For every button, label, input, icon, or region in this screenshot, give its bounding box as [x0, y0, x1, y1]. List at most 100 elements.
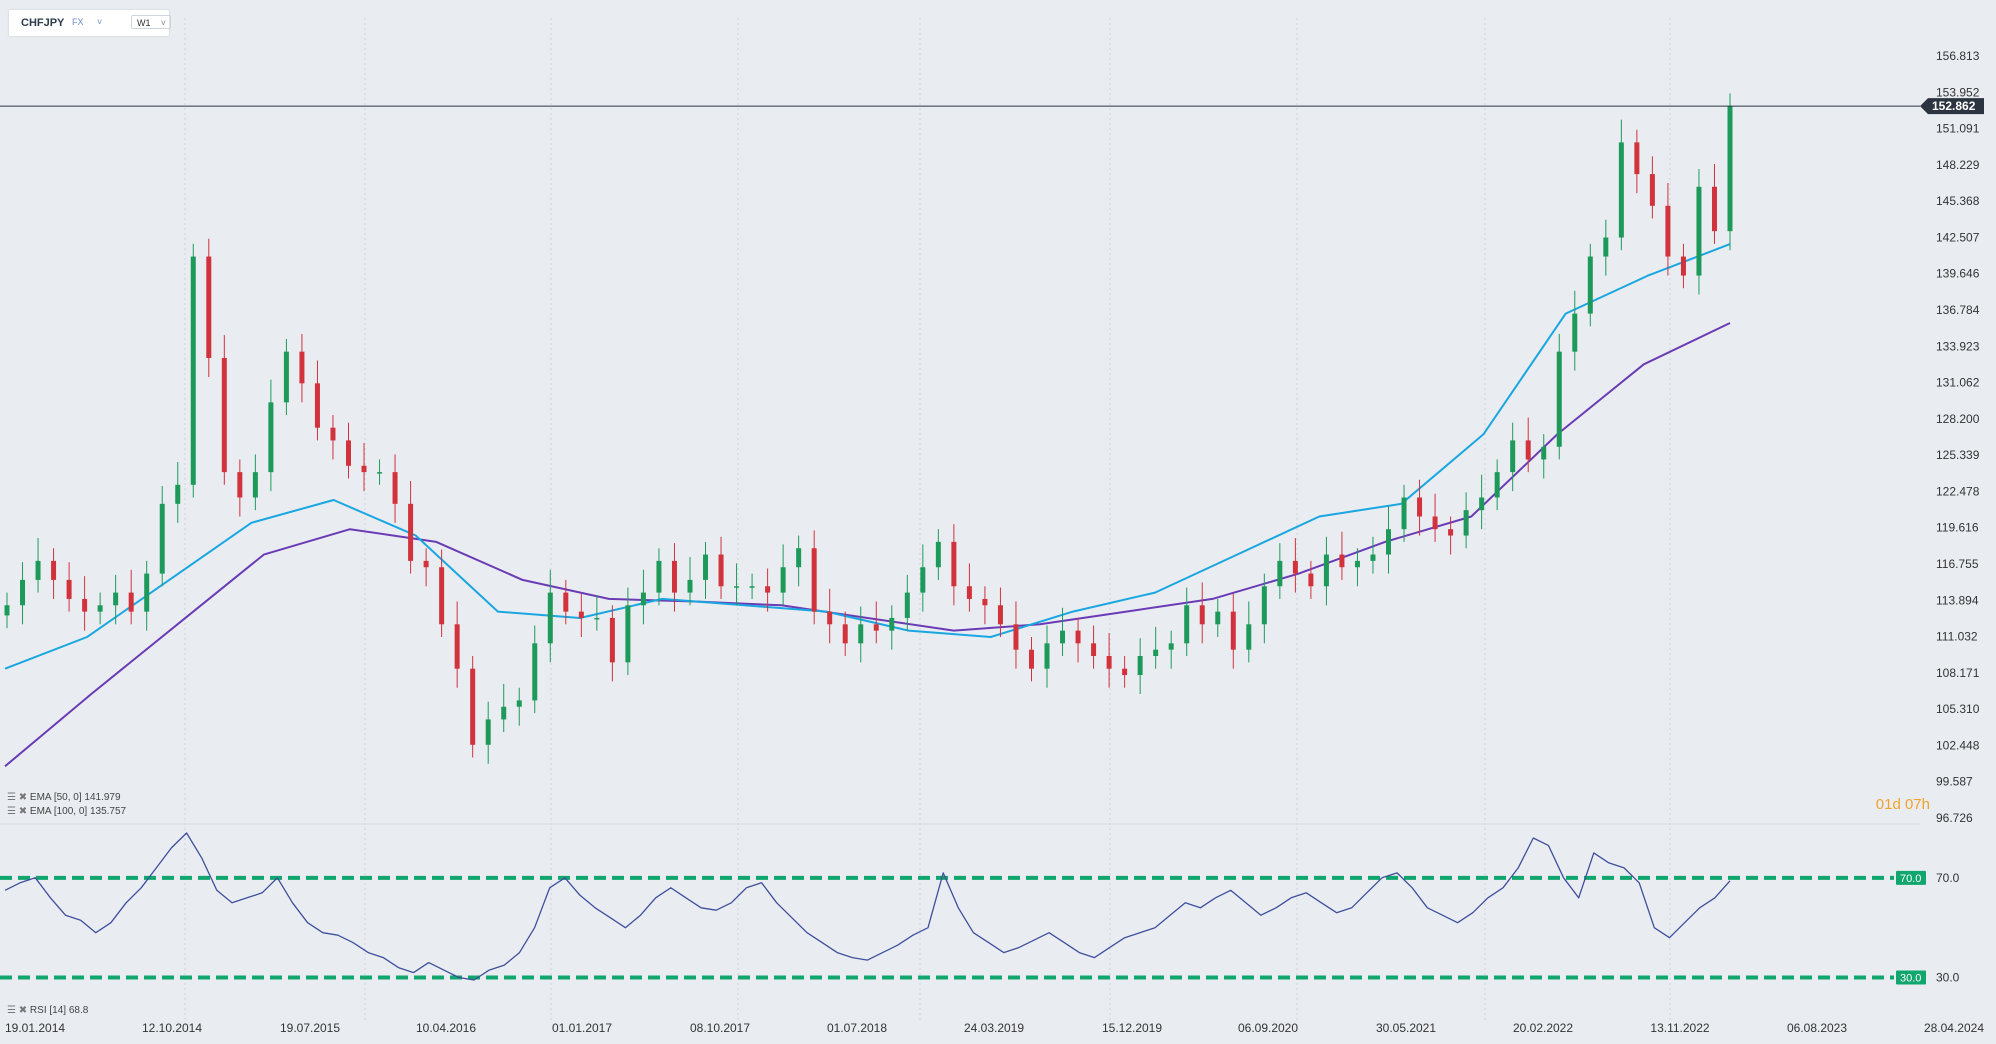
- candle-body: [4, 605, 10, 616]
- price-tick-label: 151.091: [1936, 122, 1980, 136]
- candle-body: [811, 548, 817, 612]
- candle-body: [1199, 605, 1205, 625]
- candle: [1556, 333, 1562, 460]
- price-tick-label: 133.923: [1936, 339, 1980, 353]
- candle-body: [1091, 643, 1097, 657]
- candle-body: [1463, 510, 1469, 536]
- candle: [423, 548, 429, 587]
- price-tick-label: 108.171: [1936, 666, 1980, 680]
- candle-body: [206, 256, 212, 358]
- candle: [330, 415, 336, 460]
- candle-body: [1634, 142, 1640, 175]
- rsi-legend[interactable]: ☰ ✖ RSI [14] 68.8: [7, 1005, 88, 1016]
- settings-icon[interactable]: ☰: [7, 792, 16, 803]
- candle: [1199, 582, 1205, 644]
- candle: [1215, 598, 1221, 637]
- price-tick-label: 102.448: [1936, 738, 1980, 752]
- candle-body: [935, 541, 941, 568]
- price-tick-label: 111.032: [1936, 630, 1978, 644]
- candle-body: [159, 503, 165, 574]
- timeframe-select[interactable]: W1 ˅: [131, 15, 171, 29]
- candle-body: [237, 472, 243, 498]
- candle: [1168, 630, 1174, 669]
- candle: [1525, 417, 1531, 473]
- candle: [1448, 516, 1454, 555]
- ema100-legend[interactable]: ☰ ✖ EMA [100, 0] 135.757: [7, 806, 126, 817]
- candle-body: [1494, 472, 1500, 498]
- price-tick-label: 99.587: [1936, 775, 1973, 789]
- price-tick-label: 125.339: [1936, 448, 1980, 462]
- ema50-series: [4, 243, 1731, 670]
- price-tick-label: 156.813: [1936, 49, 1980, 63]
- candle-body: [734, 586, 740, 588]
- candle-body: [190, 256, 196, 485]
- candle-body: [1696, 186, 1702, 276]
- candle: [454, 601, 460, 688]
- candle-body: [1541, 446, 1547, 460]
- candle-body: [501, 706, 507, 720]
- candle-body: [1370, 554, 1376, 561]
- candle-body: [765, 586, 771, 593]
- ema100-line: [4, 322, 1731, 768]
- candle: [1230, 593, 1236, 669]
- candle-body: [920, 567, 926, 593]
- candle: [1075, 617, 1081, 663]
- symbol-label[interactable]: CHFJPY: [21, 17, 65, 29]
- candle: [35, 538, 41, 593]
- candle-body: [314, 383, 320, 428]
- candle: [765, 568, 771, 612]
- candle-body: [594, 617, 600, 620]
- candle: [1510, 422, 1516, 492]
- rsi-line: [4, 832, 1731, 981]
- settings-icon[interactable]: ☰: [7, 806, 16, 817]
- settings-icon[interactable]: ☰: [7, 1005, 16, 1016]
- candle: [1696, 169, 1702, 295]
- rsi-level-tag-label: 30.0: [1900, 973, 1921, 985]
- candle: [1680, 243, 1686, 289]
- candle: [51, 548, 57, 599]
- candle: [1479, 474, 1485, 530]
- candle-body: [1587, 256, 1593, 314]
- candle-body: [1525, 440, 1531, 460]
- price-tick-label: 96.726: [1936, 811, 1973, 825]
- remove-icon[interactable]: ✖: [18, 806, 28, 817]
- rsi-tick-label: 70.0: [1936, 871, 1960, 885]
- candle: [1184, 587, 1190, 657]
- candle: [1261, 573, 1267, 644]
- candle-body: [625, 605, 631, 663]
- market-chevron-down-icon[interactable]: ˅: [97, 17, 103, 27]
- candle: [175, 461, 181, 523]
- symbol-selector[interactable]: CHFJPY FX ˅ W1 ˅: [9, 10, 171, 36]
- candle: [578, 593, 584, 637]
- candle-body: [982, 598, 988, 606]
- candle: [113, 574, 119, 625]
- candle-body: [1184, 605, 1190, 644]
- candle-body: [470, 668, 476, 745]
- price-tick-label: 113.894: [1936, 593, 1979, 607]
- candle-body: [1323, 554, 1329, 587]
- market-label[interactable]: FX: [72, 17, 84, 27]
- candle: [299, 333, 305, 403]
- candle: [1028, 636, 1034, 682]
- remove-icon[interactable]: ✖: [18, 792, 28, 803]
- candle-body: [82, 598, 88, 612]
- remove-icon[interactable]: ✖: [18, 1005, 28, 1016]
- candle: [1308, 560, 1314, 599]
- candle: [159, 486, 165, 587]
- candle: [392, 454, 398, 523]
- price-tag: [1920, 98, 1984, 115]
- rsi-level-tag: [1896, 870, 1926, 885]
- candle-body: [454, 624, 460, 669]
- candle: [1649, 156, 1655, 219]
- price-tick-label: 131.062: [1936, 376, 1980, 390]
- ema50-legend[interactable]: ☰ ✖ EMA [50, 0] 141.979: [7, 792, 121, 803]
- candle: [1386, 506, 1392, 574]
- candle-body: [1386, 529, 1392, 555]
- rsi-level-tag-label: 70.0: [1900, 873, 1921, 885]
- candle-body: [175, 484, 181, 504]
- candle-body: [842, 624, 848, 644]
- candle-body: [873, 624, 879, 631]
- rsi-level-lines: 70.0 30.0: [0, 870, 1926, 985]
